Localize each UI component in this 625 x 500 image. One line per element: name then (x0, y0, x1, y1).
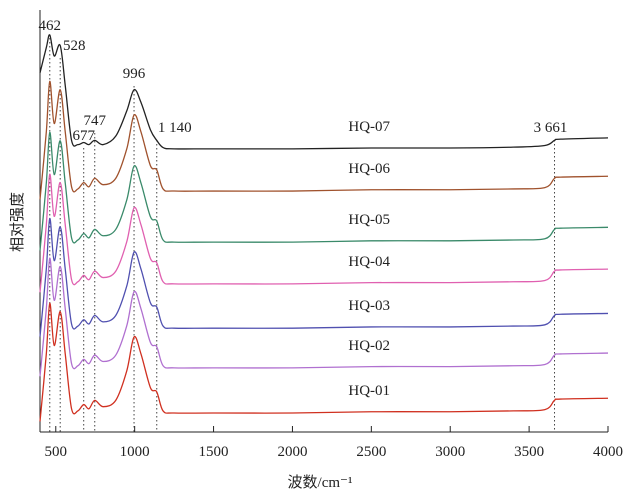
x-tick-label: 2000 (277, 444, 307, 460)
x-tick-label: 1500 (199, 444, 229, 460)
x-tick-label: 3000 (435, 444, 465, 460)
series-label: HQ-06 (348, 161, 390, 177)
spectrum-line (39, 257, 609, 377)
peak-label: 677 (72, 128, 95, 144)
x-tick-label: 2500 (356, 444, 386, 460)
peak-label: 747 (83, 113, 106, 129)
spectrum-line (39, 131, 609, 251)
x-axis-label: 波数/cm⁻¹ (288, 474, 353, 491)
spectrum-line (39, 302, 609, 422)
series-label: HQ-04 (348, 254, 390, 270)
x-tick-label: 1000 (120, 444, 150, 460)
y-axis-label: 相对强度 (9, 192, 26, 252)
series-label: HQ-01 (348, 383, 390, 399)
peak-label: 1 140 (158, 120, 192, 136)
spectrum-line (39, 34, 609, 150)
series-label: HQ-07 (348, 119, 390, 135)
peak-label: 462 (39, 18, 62, 34)
peak-label: 528 (63, 38, 86, 54)
series-label: HQ-03 (348, 298, 390, 314)
peak-label: 3 661 (534, 120, 568, 136)
x-tick-label: 3500 (514, 444, 544, 460)
x-tick-label: 500 (45, 444, 68, 460)
peak-label: 996 (123, 66, 146, 82)
spectrum-line (39, 217, 609, 337)
series-label: HQ-05 (348, 212, 390, 228)
x-tick-label: 4000 (593, 444, 623, 460)
spectrum-line (39, 80, 609, 200)
spectrum-line (39, 173, 609, 293)
series-label: HQ-02 (348, 338, 390, 354)
